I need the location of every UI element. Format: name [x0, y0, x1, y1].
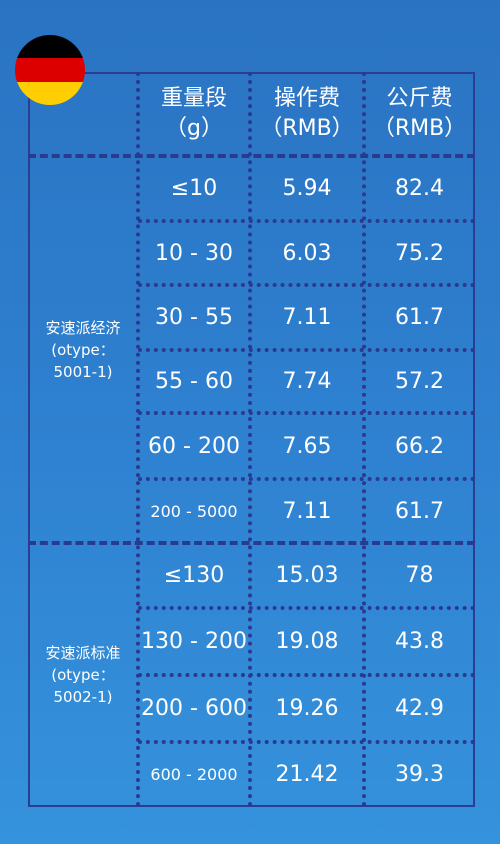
header-kg-fee-unit: （RMB） [372, 116, 467, 141]
column-divider-2 [248, 72, 252, 807]
kg-fee-cell: 43.8 [395, 629, 444, 654]
weight-cell: 10 - 30 [155, 240, 233, 266]
kg-fee-cell: 78 [405, 563, 434, 588]
weight-cell: 30 - 55 [155, 305, 233, 330]
weight-cell: 130 - 200 [141, 629, 247, 654]
kg-fee-cell: 39.3 [395, 762, 444, 787]
row-divider [138, 606, 475, 610]
header-divider [28, 154, 475, 158]
weight-cell: 600 - 2000 [150, 765, 238, 784]
header-weight-unit: （g） [165, 116, 223, 141]
header-kg-fee-label: 公斤费 [386, 86, 453, 111]
group-name: 安速派经济 [45, 318, 121, 337]
kg-fee-cell: 61.7 [395, 498, 444, 524]
group-divider [28, 541, 475, 545]
op-fee-cell: 15.03 [275, 563, 339, 588]
flag-stripe-black [15, 35, 85, 59]
weight-cell: ≤10 [170, 176, 218, 201]
kg-fee-cell: 61.7 [395, 305, 444, 330]
weight-cell: 55 - 60 [155, 369, 233, 394]
header-op-fee-unit: （RMB） [260, 116, 354, 141]
header-weight: 重量段 （g） [138, 74, 250, 154]
op-fee-cell: 19.08 [275, 629, 339, 654]
row-divider [138, 673, 475, 677]
flag-stripe-red [15, 58, 85, 82]
op-fee-cell: 6.03 [282, 240, 332, 266]
header-weight-label: 重量段 [160, 86, 227, 111]
weight-cell: 60 - 200 [148, 433, 240, 459]
group-otype: (otype： [51, 666, 115, 684]
flag-stripe-gold [15, 81, 85, 105]
op-fee-cell: 5.94 [282, 176, 332, 201]
kg-fee-cell: 42.9 [395, 696, 444, 721]
row-divider [138, 411, 475, 415]
row-divider [138, 219, 475, 223]
group-otype: (otype： [51, 340, 115, 359]
row-divider [138, 348, 475, 352]
kg-fee-cell: 57.2 [395, 369, 444, 394]
row-divider [138, 477, 475, 481]
header-kg-fee: 公斤费 （RMB） [364, 74, 475, 154]
op-fee-cell: 7.74 [282, 369, 332, 394]
op-fee-cell: 21.42 [275, 762, 339, 787]
row-divider [138, 283, 475, 287]
weight-cell: 200 - 5000 [150, 501, 238, 521]
group-label-standard: 安速派标准 (otype： 5002-1) [30, 545, 136, 805]
op-fee-cell: 7.11 [282, 498, 332, 524]
op-fee-cell: 19.26 [275, 696, 339, 721]
kg-fee-cell: 82.4 [395, 176, 444, 201]
kg-fee-cell: 75.2 [395, 240, 444, 266]
op-fee-cell: 7.65 [282, 433, 332, 459]
group-label-economy: 安速派经济 (otype： 5001-1) [30, 158, 136, 541]
group-otype-code: 5001-1) [53, 362, 113, 381]
kg-fee-cell: 66.2 [395, 433, 444, 459]
weight-cell: ≤130 [163, 563, 225, 588]
group-name: 安速派标准 [45, 644, 121, 662]
op-fee-cell: 7.11 [282, 305, 332, 330]
header-op-fee-label: 操作费 [273, 86, 340, 111]
germany-flag-icon [15, 35, 85, 105]
row-divider [138, 740, 475, 744]
weight-cell: 200 - 600 [141, 696, 247, 721]
header-op-fee: 操作费 （RMB） [250, 74, 364, 154]
column-divider-3 [362, 72, 366, 807]
group-otype-code: 5002-1) [53, 688, 113, 706]
column-divider-1 [136, 72, 140, 807]
